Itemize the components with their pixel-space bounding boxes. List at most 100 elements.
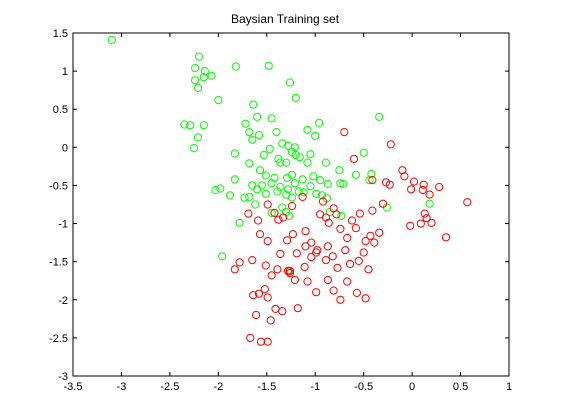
data-point [276,182,285,192]
data-point [248,256,257,265]
data-point [318,197,328,206]
data-point [279,213,288,222]
data-point [341,246,350,255]
data-point [346,259,355,269]
data-point [364,265,373,274]
data-point [312,189,321,198]
data-point [270,208,279,217]
data-point [419,180,428,189]
data-point [255,166,265,175]
data-point [246,333,255,342]
data-point [311,131,320,140]
y-tick-label: 1 [62,66,68,78]
data-point [306,182,315,191]
data-point [193,83,203,93]
data-point [343,233,352,243]
data-point [333,263,342,272]
data-point [307,238,316,247]
data-point [214,96,223,105]
data-point [365,176,374,185]
data-point [291,93,300,102]
data-point [323,275,332,285]
data-point [285,269,295,278]
data-point [407,185,416,194]
data-point [329,286,338,295]
data-point [267,208,276,217]
data-point [463,198,472,207]
data-point [278,307,287,316]
plot-area [72,32,510,377]
data-point [427,218,436,227]
data-point [375,228,384,237]
data-point [315,118,324,128]
data-point [321,158,330,167]
data-point [340,128,349,137]
data-point [300,262,309,272]
data-point [249,100,258,109]
y-tick-label: 1.5 [53,28,68,40]
data-point [245,128,254,137]
data-point [194,52,204,61]
series-1 [230,128,472,346]
data-point [375,112,384,121]
data-point [257,181,266,190]
data-point [230,175,239,184]
data-point [321,213,330,222]
data-point [255,230,265,239]
data-point [191,76,200,85]
data-point [306,150,315,159]
data-point [200,67,209,76]
data-point [307,253,316,262]
y-axis: 1.5 1 0.5 0 -0.5 -1 -1.5 -2 -2.5 -3 [49,28,509,383]
data-point [349,154,359,163]
data-point [290,179,299,188]
data-point [253,112,262,121]
data-point [254,216,263,225]
y-tick-label: -1.5 [49,257,68,269]
data-point [251,200,260,209]
y-tick-label: 0.5 [53,104,68,116]
data-point [294,187,303,196]
data-point [425,199,434,208]
data-point [261,261,270,270]
data-point [351,170,360,179]
data-point [400,172,409,181]
data-point [316,176,325,185]
data-point [241,119,250,128]
data-point [359,248,368,257]
data-point [273,187,282,196]
data-point [263,200,272,209]
data-point [249,291,258,300]
data-point [230,149,239,158]
data-point [272,128,281,137]
y-tick-label: -0.5 [49,180,68,192]
data-point [293,304,302,313]
data-point [351,224,360,233]
data-point [298,175,307,184]
x-tick-label: -1 [310,381,320,393]
data-point [295,153,304,162]
x-tick-label: 0 [409,381,415,393]
y-tick-label: -2.5 [49,333,68,345]
data-point [216,184,225,193]
data-point [303,158,312,167]
data-point [309,172,318,181]
data-point [287,201,297,211]
x-tick-label: -3.5 [64,381,83,393]
data-point [299,188,308,197]
y-tick-label: 0 [62,142,68,154]
data-point [199,73,208,82]
data-point [284,185,293,194]
y-tick-label: -1 [58,219,68,231]
data-point [312,288,321,297]
data-point [260,285,269,294]
data-point [274,215,283,224]
data-point [323,242,332,251]
data-point [336,224,345,233]
data-point [267,114,276,123]
data-point [361,294,370,303]
data-point [378,199,388,208]
data-point [328,252,337,261]
data-point [190,144,199,153]
data-point [336,179,345,188]
